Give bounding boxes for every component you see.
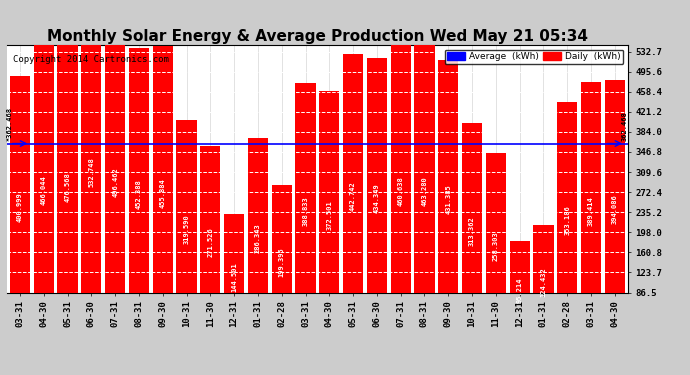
Bar <box>533 225 553 292</box>
Bar <box>34 41 54 292</box>
Bar <box>391 44 411 292</box>
Text: 434.349: 434.349 <box>374 184 380 213</box>
Text: 394.086: 394.086 <box>612 195 618 224</box>
Bar <box>581 82 601 292</box>
Text: 463.280: 463.280 <box>422 176 428 206</box>
Text: 313.362: 313.362 <box>469 216 475 246</box>
Bar <box>81 5 101 292</box>
Text: 286.343: 286.343 <box>255 224 261 254</box>
Text: 95.214: 95.214 <box>517 278 522 303</box>
Bar <box>105 24 126 293</box>
Bar <box>415 42 435 292</box>
Text: 258.303: 258.303 <box>493 231 499 261</box>
Text: 400.999: 400.999 <box>17 193 23 222</box>
Text: 319.590: 319.590 <box>184 215 190 244</box>
Bar <box>57 35 78 292</box>
Bar <box>509 241 530 292</box>
Bar <box>486 153 506 292</box>
Text: Copyright 2014 Cartronics.com: Copyright 2014 Cartronics.com <box>13 55 169 64</box>
Bar <box>557 102 578 292</box>
Legend: Average  (kWh), Daily  (kWh): Average (kWh), Daily (kWh) <box>444 50 623 64</box>
Bar <box>200 146 220 292</box>
Text: 532.748: 532.748 <box>88 157 95 187</box>
Text: 455.884: 455.884 <box>160 178 166 208</box>
Bar <box>295 82 315 292</box>
Bar <box>462 123 482 292</box>
Text: 389.414: 389.414 <box>588 196 594 226</box>
Text: 362.468: 362.468 <box>622 111 628 141</box>
Bar <box>248 138 268 292</box>
Bar <box>604 80 625 292</box>
Text: 431.385: 431.385 <box>445 184 451 214</box>
Text: 388.833: 388.833 <box>302 196 308 226</box>
Bar <box>343 54 363 292</box>
Text: 452.388: 452.388 <box>136 179 142 209</box>
Text: 460.638: 460.638 <box>397 177 404 206</box>
Text: 199.395: 199.395 <box>279 247 285 277</box>
Text: 144.501: 144.501 <box>231 262 237 292</box>
Bar <box>319 92 339 292</box>
Bar <box>224 214 244 292</box>
Bar <box>272 185 292 292</box>
Text: 353.186: 353.186 <box>564 206 570 236</box>
Text: 271.526: 271.526 <box>207 228 213 257</box>
Text: 124.432: 124.432 <box>540 267 546 297</box>
Text: 466.044: 466.044 <box>41 175 47 205</box>
Bar <box>152 46 173 292</box>
Text: 442.742: 442.742 <box>350 182 356 211</box>
Bar <box>129 48 149 292</box>
Text: 496.462: 496.462 <box>112 167 118 197</box>
Text: 372.501: 372.501 <box>326 200 333 230</box>
Bar <box>367 58 387 292</box>
Title: Monthly Solar Energy & Average Production Wed May 21 05:34: Monthly Solar Energy & Average Productio… <box>47 29 588 44</box>
Bar <box>177 120 197 292</box>
Bar <box>10 76 30 292</box>
Text: 476.568: 476.568 <box>65 172 70 202</box>
Text: *362.468: *362.468 <box>7 107 12 141</box>
Bar <box>438 60 458 292</box>
